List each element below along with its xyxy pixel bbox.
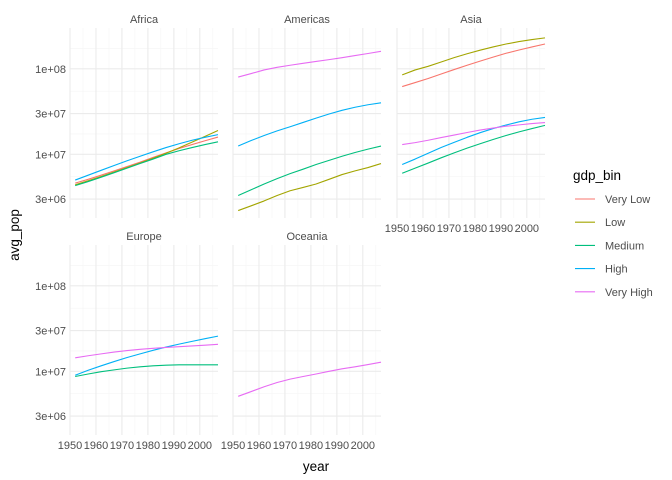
x-tick-label: 1980: [136, 440, 160, 452]
legend-label-high: High: [605, 264, 628, 276]
series-line-asia-very-low: [402, 43, 546, 88]
strip-label-americas: Americas: [284, 14, 330, 26]
x-tick-label: 1960: [411, 223, 435, 235]
panel-oceania: Oceania 1950 1960 1970 1980 1990 2000: [221, 231, 382, 452]
series-line-europe-high: [74, 335, 219, 376]
legend-label-low: Low: [605, 217, 625, 229]
series-line-americas-low: [238, 163, 382, 212]
x-tick-label: 1990: [325, 440, 349, 452]
x-tick-label: 2000: [515, 223, 539, 235]
series-line-asia-medium: [401, 124, 546, 174]
series-line-oceania-very-high: [238, 361, 382, 397]
x-tick-label: 1970: [110, 440, 134, 452]
y-tick-label: 1e+08: [35, 64, 66, 76]
legend-title: gdp_bin: [573, 168, 621, 183]
x-tick-label: 1980: [463, 223, 487, 235]
y-tick-label: 1e+08: [35, 281, 66, 293]
legend-label-very-low: Very Low: [605, 194, 650, 206]
x-tick-label: 1970: [273, 440, 297, 452]
y-tick-label: 1e+07: [35, 366, 66, 378]
x-tick-label: 1990: [489, 223, 513, 235]
x-tick-label: 1990: [162, 440, 186, 452]
series-line-europe-medium: [75, 364, 218, 378]
x-tick-label: 2000: [351, 440, 375, 452]
series-line-americas-high: [237, 102, 382, 147]
series-line-africa-medium: [75, 141, 219, 187]
x-tick-label: 1950: [58, 440, 82, 452]
x-tick-label: 1950: [221, 440, 245, 452]
legend-label-medium: Medium: [605, 240, 644, 252]
legend-label-very-high: Very High: [605, 287, 653, 299]
y-axis-title: avg_pop: [7, 209, 22, 261]
x-tick-label: 2000: [188, 440, 212, 452]
y-tick-label: 3e+07: [35, 326, 66, 338]
strip-label-oceania: Oceania: [287, 231, 329, 243]
series-line-asia-low: [401, 37, 546, 76]
x-tick-label: 1950: [385, 223, 409, 235]
x-tick-label: 1970: [437, 223, 461, 235]
panel-americas: Americas: [232, 14, 382, 218]
panel-asia: Asia 1950 1960 1970 1980 1990 2000: [385, 14, 546, 235]
series-line-asia-very-high: [402, 122, 546, 146]
y-tick-label: 3e+06: [35, 194, 66, 206]
series-line-europe-very-high: [75, 343, 219, 359]
panel-africa: Africa 3e+06 1e+07 3e+07 1e+08: [35, 14, 219, 218]
x-axis-title: year: [303, 459, 330, 474]
series-line-americas-very-high: [238, 50, 382, 78]
series-line-africa-high: [74, 134, 219, 181]
strip-label-africa: Africa: [130, 14, 159, 26]
strip-label-asia: Asia: [460, 14, 482, 26]
x-tick-label: 1980: [299, 440, 323, 452]
x-tick-label: 1960: [247, 440, 271, 452]
y-tick-label: 1e+07: [35, 149, 66, 161]
legend: gdp_bin Very Low Low Medium High Very High: [573, 168, 653, 304]
series-line-americas-medium: [237, 145, 382, 196]
series-line-africa-very-low: [75, 136, 219, 184]
x-tick-label: 1960: [84, 440, 108, 452]
series-line-asia-high: [401, 116, 546, 166]
y-tick-label: 3e+06: [35, 411, 66, 423]
y-tick-label: 3e+07: [35, 109, 66, 121]
series-line-africa-low: [75, 129, 219, 186]
strip-label-europe: Europe: [126, 231, 161, 243]
